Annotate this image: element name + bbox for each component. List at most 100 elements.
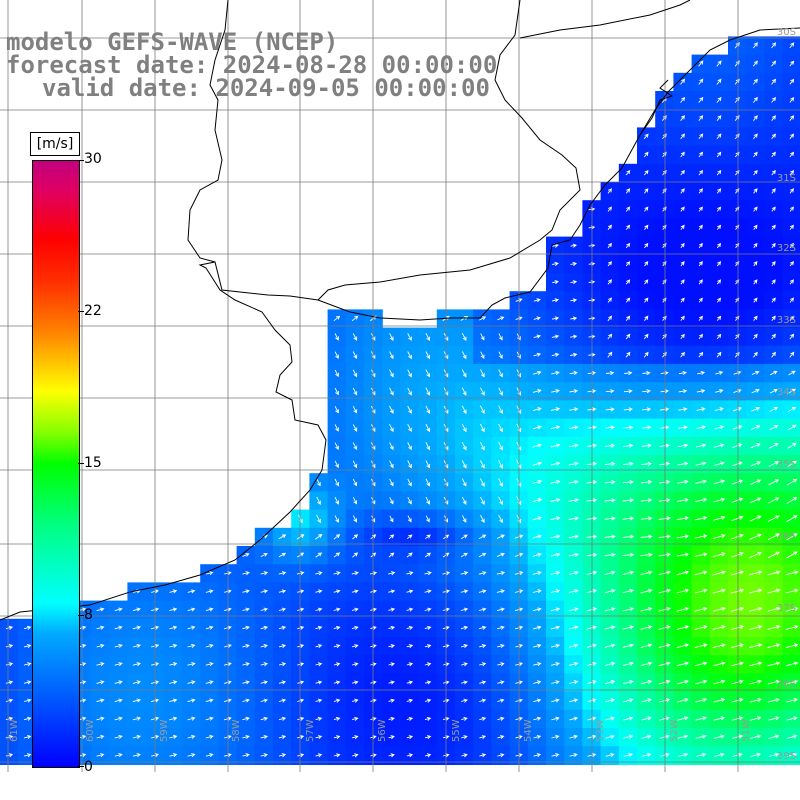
wind-arrow: [169, 680, 178, 685]
wind-arrow: [658, 643, 671, 648]
wind-arrow: [662, 115, 667, 121]
wind-arrow: [260, 716, 268, 721]
wind-arrow: [334, 478, 339, 487]
wind-arrow: [169, 698, 178, 703]
wind-arrow: [388, 571, 396, 576]
wind-arrow: [223, 716, 232, 721]
wind-arrow: [532, 516, 543, 521]
wind-arrow: [659, 443, 670, 448]
colorbar-tick-30: 30: [84, 151, 102, 167]
wind-arrow: [769, 370, 778, 376]
wind-arrow: [498, 387, 503, 396]
wind-arrow: [187, 716, 196, 721]
wind-arrow: [749, 643, 763, 649]
wind-arrow: [169, 753, 178, 758]
wind-arrow: [677, 716, 689, 721]
wind-arrow: [625, 279, 631, 285]
wind-arrow: [498, 351, 503, 359]
wind-arrow: [223, 753, 232, 758]
wind-arrow: [771, 333, 776, 340]
wind-arrow: [96, 753, 105, 758]
wind-arrow: [644, 188, 649, 194]
wind-arrow: [496, 571, 506, 576]
wind-arrow: [315, 662, 323, 667]
wind-arrow: [388, 607, 396, 612]
wind-arrow: [315, 716, 323, 721]
wind-arrow: [749, 570, 763, 576]
wind-arrow: [242, 680, 250, 685]
wind-arrow: [5, 734, 14, 740]
wind-arrow: [751, 370, 760, 375]
wind-arrow: [532, 370, 542, 375]
colorbar-tick-15: 15: [84, 455, 102, 471]
wind-arrow: [771, 96, 776, 103]
wind-arrow: [96, 716, 105, 721]
wind-arrow: [607, 188, 612, 194]
wind-arrow: [351, 716, 359, 721]
wind-arrow: [407, 405, 412, 414]
wind-arrow: [640, 479, 653, 485]
wind-arrow: [407, 460, 412, 469]
wind-arrow: [771, 78, 777, 85]
wind-arrow: [749, 716, 762, 721]
wind-arrow: [771, 351, 776, 358]
wind-arrow: [771, 115, 776, 121]
wind-arrow: [712, 588, 726, 594]
wind-arrow: [623, 407, 633, 412]
wind-arrow: [750, 734, 762, 739]
wind-arrow: [640, 606, 653, 612]
lon-label: 52W: [669, 719, 680, 742]
wind-arrow: [96, 698, 105, 703]
wind-arrow: [586, 534, 598, 539]
wind-arrow: [352, 387, 358, 396]
wind-arrow: [114, 607, 123, 612]
wind-arrow: [712, 570, 726, 576]
wind-arrow: [659, 734, 670, 739]
wind-arrow: [789, 151, 795, 158]
wind-arrow: [677, 443, 689, 448]
wind-arrow: [750, 425, 761, 430]
wind-arrow: [716, 60, 722, 67]
wind-arrow: [532, 552, 542, 557]
wind-arrow: [223, 698, 232, 703]
wind-arrow: [680, 115, 685, 121]
wind-arrow: [676, 570, 690, 576]
wind-arrow: [532, 461, 543, 466]
wind-arrow: [713, 479, 726, 485]
wind-arrow: [352, 460, 358, 469]
wind-arrow: [732, 443, 743, 448]
wind-arrow: [731, 697, 744, 703]
wind-arrow: [730, 570, 745, 576]
wind-arrow: [114, 753, 123, 758]
wind-arrow: [96, 607, 105, 612]
wind-arrow: [96, 625, 105, 630]
wind-arrow: [607, 279, 612, 285]
lagoon-line: [639, 79, 674, 136]
wind-arrow: [641, 443, 652, 448]
wind-arrow: [786, 479, 798, 486]
wind-arrow: [569, 734, 579, 739]
wind-arrow: [680, 169, 685, 176]
wind-arrow: [478, 589, 487, 594]
wind-arrow: [425, 405, 431, 414]
wind-arrow: [732, 425, 743, 430]
wind-arrow: [680, 224, 685, 230]
wind-arrow: [622, 679, 634, 685]
wind-arrow: [676, 588, 690, 594]
wind-arrow: [498, 441, 503, 451]
wind-arrow: [716, 206, 722, 212]
wind-arrow: [389, 460, 394, 469]
wind-arrow: [605, 734, 615, 739]
wind-arrow: [389, 351, 394, 360]
wind-arrow: [388, 662, 395, 667]
wind-arrow: [604, 534, 616, 539]
lat-label: 36S: [776, 531, 796, 542]
wind-arrow: [205, 680, 214, 685]
wind-arrow: [677, 698, 689, 703]
wind-arrow: [425, 515, 430, 523]
wind-arrow: [694, 679, 708, 685]
wind-arrow: [315, 625, 323, 630]
wind-arrow: [334, 496, 339, 505]
wind-arrow: [625, 169, 631, 176]
wind-arrow: [315, 607, 323, 612]
